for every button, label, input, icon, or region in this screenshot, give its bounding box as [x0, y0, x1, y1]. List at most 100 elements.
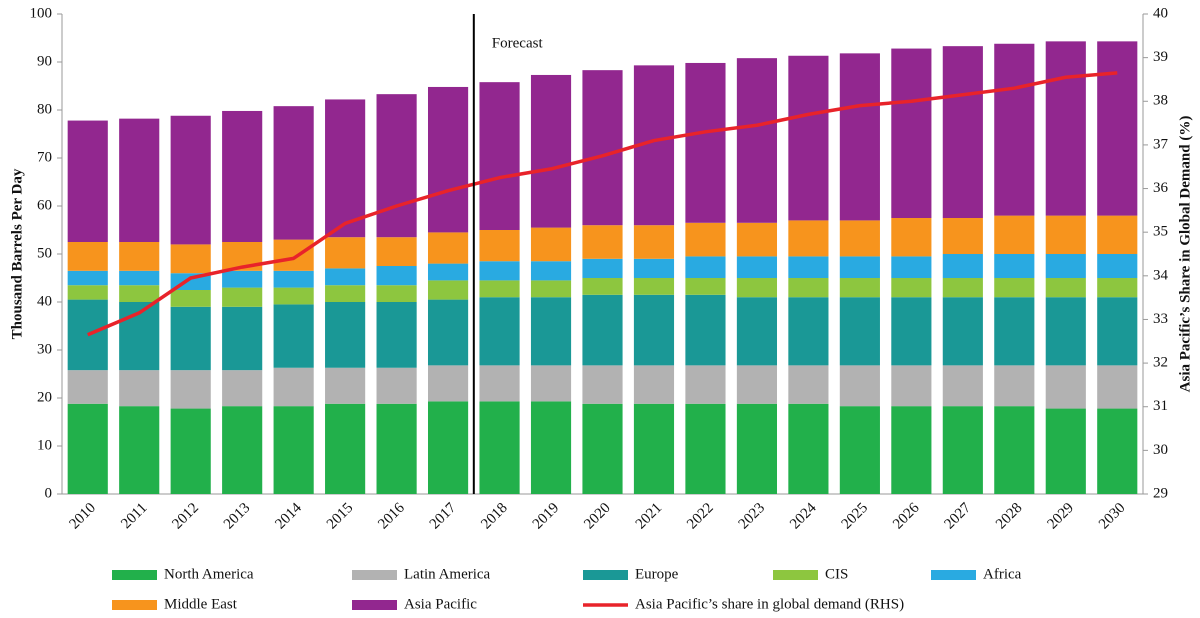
legend-label: CIS: [825, 566, 848, 582]
bar-segment: [479, 280, 520, 298]
y2-tick-label: 33: [1153, 311, 1168, 327]
bar-segment: [1097, 278, 1138, 298]
bar-segment: [479, 401, 520, 494]
bar-segment: [1097, 365, 1138, 409]
y2-tick-label: 29: [1153, 485, 1168, 501]
bar-segment: [685, 403, 726, 494]
bar-segment: [994, 43, 1035, 216]
bar-segment: [942, 46, 983, 218]
bar-segment: [376, 367, 417, 404]
x-tick-label: 2012: [169, 500, 202, 533]
bar-segment: [633, 294, 675, 366]
bar-segment: [170, 408, 211, 494]
bar-segment: [376, 403, 417, 494]
bar-segment: [479, 230, 520, 262]
bar-segment: [633, 403, 675, 494]
bar-segment: [839, 365, 880, 407]
x-tick-label: 2018: [478, 500, 511, 533]
x-tick-label: 2021: [633, 500, 666, 533]
bar-segment: [376, 266, 417, 286]
y-tick-label: 30: [37, 341, 52, 357]
bar-segment: [788, 256, 829, 278]
bar-segment: [788, 403, 829, 494]
bar-segment: [376, 237, 417, 266]
bar-segment: [119, 285, 160, 302]
bar-segment: [170, 244, 211, 274]
bar-segment: [839, 278, 880, 298]
bar-segment: [479, 82, 520, 230]
bar-segment: [530, 261, 572, 281]
bar-segment: [685, 294, 726, 366]
bar-segment: [1097, 254, 1138, 278]
bar-segment: [119, 242, 160, 271]
bar-segment: [1045, 215, 1086, 254]
bar-segment: [427, 86, 469, 233]
bar-segment: [530, 297, 572, 366]
y2-tick-label: 36: [1153, 180, 1169, 196]
x-tick-label: 2025: [839, 500, 872, 533]
bar-segment: [222, 110, 263, 243]
bar-segment: [736, 256, 778, 278]
y-tick-label: 90: [37, 53, 52, 69]
bar-segment: [891, 278, 932, 298]
bar-segment: [942, 254, 983, 278]
y2-tick-label: 40: [1153, 5, 1168, 21]
bar-segment: [427, 299, 469, 366]
bar-segment: [325, 403, 366, 494]
bar-segment: [1097, 408, 1138, 494]
bar-segment: [427, 365, 469, 402]
y-tick-label: 80: [37, 101, 52, 117]
bar-segment: [1097, 215, 1138, 254]
x-tick-label: 2023: [736, 500, 769, 533]
bar-segment: [994, 297, 1035, 366]
bar-segment: [67, 270, 108, 286]
bar-segment: [788, 297, 829, 366]
bar-segment: [891, 406, 932, 494]
x-tick-label: 2011: [118, 500, 150, 532]
bar-segment: [942, 406, 983, 494]
bar-segment: [427, 263, 469, 281]
bar-segment: [67, 403, 108, 494]
legend-label: Africa: [983, 566, 1022, 582]
bar-segment: [170, 370, 211, 409]
bar-segment: [67, 370, 108, 404]
x-tick-label: 2015: [324, 500, 357, 533]
bar-segment: [994, 278, 1035, 298]
bar-segment: [273, 239, 314, 271]
x-tick-label: 2030: [1096, 500, 1129, 533]
bar-segment: [1045, 408, 1086, 494]
bar-segment: [891, 297, 932, 366]
y-tick-label: 100: [30, 5, 53, 21]
bar-segment: [273, 106, 314, 240]
y2-tick-label: 35: [1153, 224, 1168, 240]
legend-swatch: [352, 600, 397, 610]
bar-segment: [582, 365, 623, 404]
x-tick-label: 2014: [272, 500, 305, 533]
y2-axis-label: Asia Pacific’s Share in Global Demand (%…: [1177, 116, 1193, 393]
bar-segment: [839, 220, 880, 257]
bar-segment: [633, 278, 675, 295]
x-tick-label: 2013: [221, 500, 254, 533]
legend-label: Middle East: [164, 596, 238, 612]
y2-tick-label: 38: [1153, 93, 1168, 109]
bar-segment: [788, 220, 829, 257]
bar-segment: [222, 270, 263, 288]
bar-segment: [67, 120, 108, 242]
y-tick-label: 0: [45, 485, 53, 501]
bar-segment: [530, 365, 572, 402]
legend-label: North America: [164, 566, 254, 582]
bar-segment: [994, 365, 1035, 407]
bar-segment: [273, 304, 314, 368]
y2-tick-label: 32: [1153, 355, 1168, 371]
bar-segment: [119, 406, 160, 494]
bar-segment: [273, 367, 314, 407]
legend-swatch: [931, 570, 976, 580]
bar-segment: [582, 403, 623, 494]
bar-segment: [170, 115, 211, 245]
bar-segment: [325, 268, 366, 286]
x-tick-label: 2028: [993, 500, 1026, 533]
bar-segment: [891, 218, 932, 257]
bar-segment: [736, 403, 778, 494]
bar-segment: [839, 406, 880, 494]
